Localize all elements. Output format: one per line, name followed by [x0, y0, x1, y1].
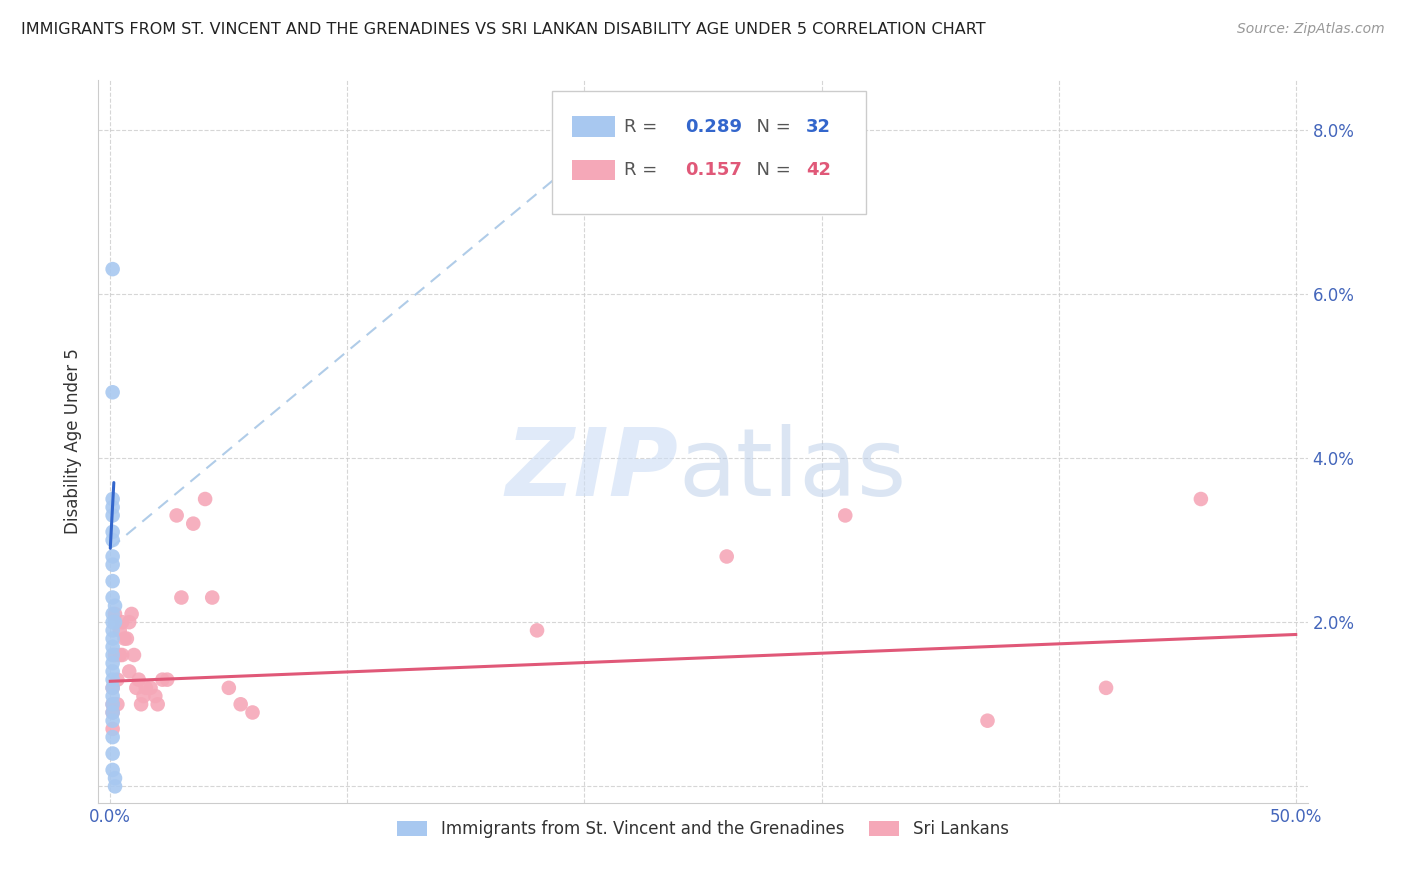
Point: [104, 771, 127, 785]
Point: [101, 262, 124, 277]
Point: [181, 516, 204, 531]
Text: R =: R =: [624, 161, 664, 179]
Point: [105, 673, 128, 687]
Point: [101, 714, 124, 728]
Point: [194, 491, 217, 506]
Point: [101, 681, 124, 695]
Point: [115, 632, 138, 646]
Point: [108, 648, 131, 662]
Point: [101, 574, 124, 588]
Point: [101, 706, 124, 720]
Bar: [572, 160, 614, 180]
Text: N =: N =: [745, 161, 797, 179]
Point: [125, 681, 148, 695]
Point: [101, 549, 124, 564]
Point: [101, 615, 124, 630]
Point: [1189, 491, 1212, 506]
Point: [121, 607, 143, 621]
Legend: Immigrants from St. Vincent and the Grenadines, Sri Lankans: Immigrants from St. Vincent and the Gren…: [391, 814, 1015, 845]
Text: 0.289: 0.289: [685, 118, 742, 136]
Point: [101, 607, 124, 621]
Point: [101, 385, 124, 400]
Point: [101, 491, 124, 506]
Text: ZIP: ZIP: [506, 425, 679, 516]
Point: [135, 681, 157, 695]
Point: [229, 698, 252, 712]
Point: [101, 747, 124, 761]
Text: IMMIGRANTS FROM ST. VINCENT AND THE GRENADINES VS SRI LANKAN DISABILITY AGE UNDE: IMMIGRANTS FROM ST. VINCENT AND THE GREN…: [21, 22, 986, 37]
Point: [104, 648, 127, 662]
Point: [101, 698, 124, 712]
Text: Source: ZipAtlas.com: Source: ZipAtlas.com: [1237, 22, 1385, 37]
Point: [101, 665, 124, 679]
Point: [101, 681, 124, 695]
Text: 42: 42: [806, 161, 831, 179]
Point: [118, 665, 141, 679]
Point: [139, 681, 162, 695]
Point: [101, 640, 124, 654]
Point: [101, 722, 124, 736]
Point: [101, 632, 124, 646]
Text: 0.157: 0.157: [685, 161, 742, 179]
Point: [108, 624, 131, 638]
Point: [146, 698, 169, 712]
Point: [128, 673, 150, 687]
Point: [170, 591, 193, 605]
Point: [101, 508, 124, 523]
Point: [101, 533, 124, 547]
Point: [101, 657, 124, 671]
Point: [1095, 681, 1118, 695]
Point: [101, 673, 124, 687]
Point: [101, 591, 124, 605]
Point: [201, 591, 224, 605]
Point: [526, 624, 548, 638]
Point: [101, 648, 124, 662]
Point: [166, 508, 188, 523]
Point: [111, 648, 134, 662]
Bar: [572, 117, 614, 136]
Point: [101, 730, 124, 744]
Point: [111, 615, 134, 630]
Text: atlas: atlas: [679, 425, 907, 516]
Point: [101, 624, 124, 638]
Point: [242, 706, 264, 720]
Text: R =: R =: [624, 118, 664, 136]
Point: [132, 689, 155, 703]
Point: [976, 714, 998, 728]
Point: [105, 698, 128, 712]
Point: [104, 615, 127, 630]
Point: [143, 689, 166, 703]
Point: [104, 599, 127, 613]
Point: [218, 681, 240, 695]
Point: [101, 500, 124, 515]
Point: [101, 706, 124, 720]
Point: [152, 673, 174, 687]
Point: [114, 632, 136, 646]
Point: [129, 698, 152, 712]
Y-axis label: Disability Age Under 5: Disability Age Under 5: [65, 349, 83, 534]
Point: [104, 780, 127, 794]
Point: [156, 673, 179, 687]
FancyBboxPatch shape: [551, 91, 866, 214]
Point: [101, 689, 124, 703]
Point: [101, 763, 124, 777]
Point: [104, 607, 127, 621]
Text: 32: 32: [806, 118, 831, 136]
Point: [716, 549, 738, 564]
Point: [101, 558, 124, 572]
Point: [101, 698, 124, 712]
Point: [101, 524, 124, 539]
Text: N =: N =: [745, 118, 797, 136]
Point: [122, 648, 145, 662]
Point: [834, 508, 856, 523]
Point: [118, 615, 141, 630]
